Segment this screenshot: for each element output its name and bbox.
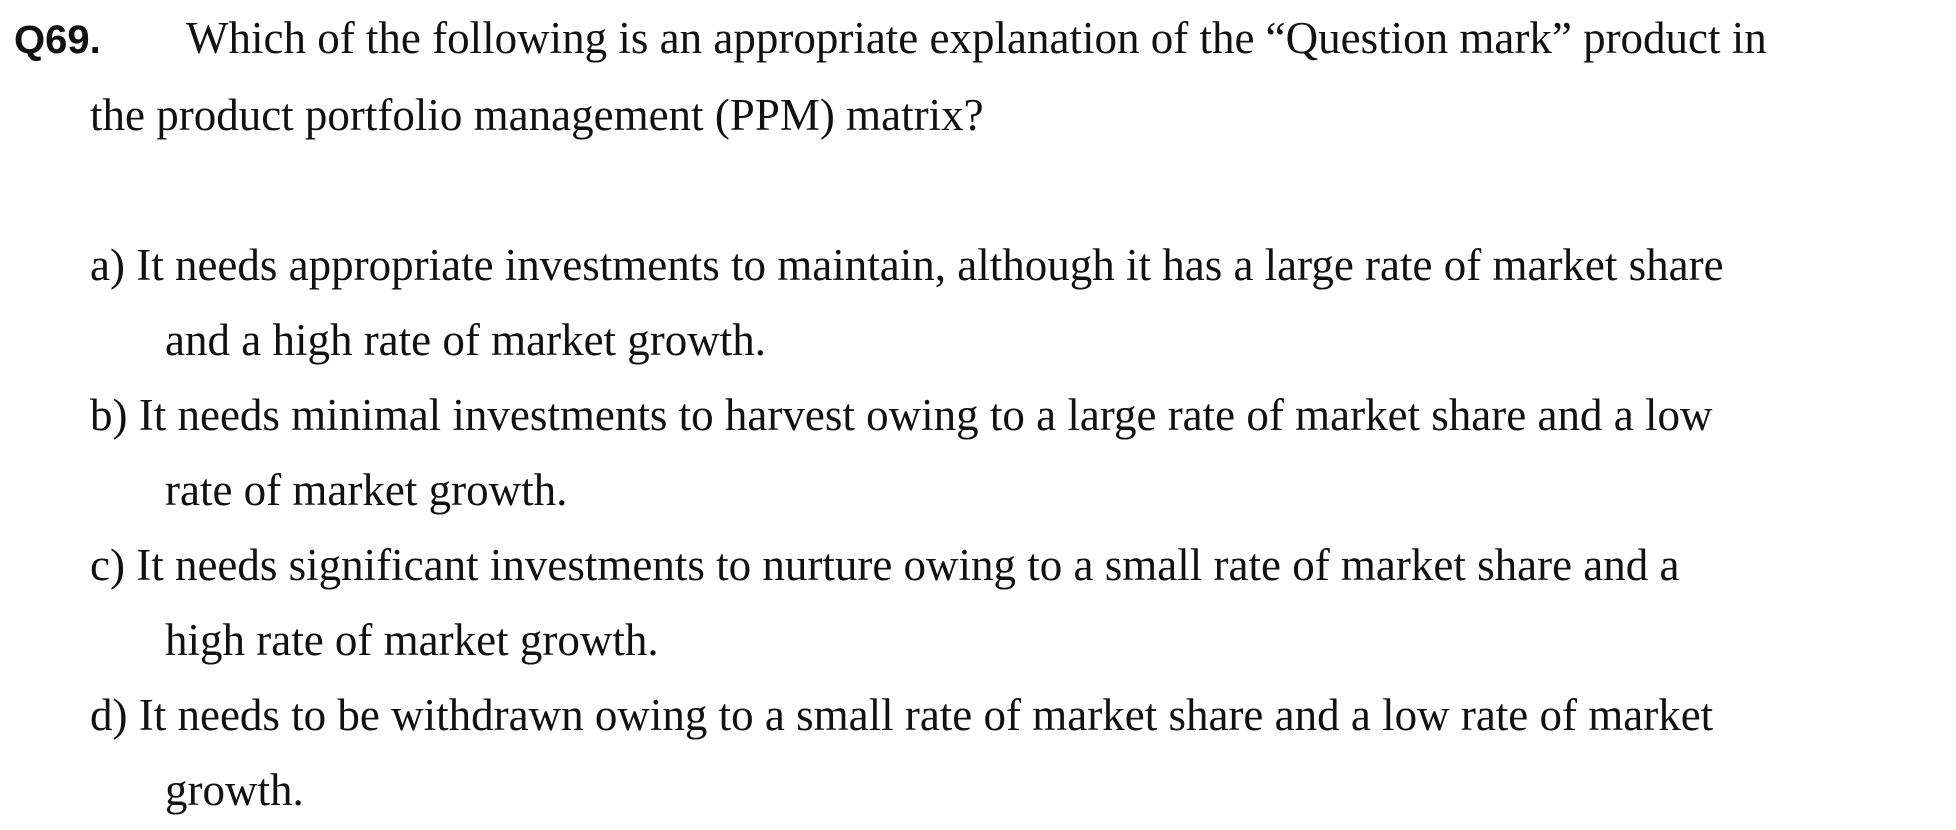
question-text-line-1: Which of the following is an appropriate… [186,13,1767,63]
option-b-line-1: b) It needs minimal investments to harve… [90,390,1713,440]
question-number: Q69. [14,18,101,62]
option-d-line-1: d) It needs to be withdrawn owing to a s… [90,690,1714,740]
option-a-line-1: a) It needs appropriate investments to m… [90,240,1724,290]
option-a-line-2: and a high rate of market growth. [165,315,767,365]
question-text-line-2: the product portfolio management (PPM) m… [90,90,984,140]
option-d-line-2: growth. [165,765,304,815]
option-c-line-1: c) It needs significant investments to n… [90,540,1680,590]
option-c-line-2: high rate of market growth. [165,615,659,665]
option-b-line-2: rate of market growth. [165,465,568,515]
question-header: Q69. Which of the following is an appropr… [14,6,1767,81]
